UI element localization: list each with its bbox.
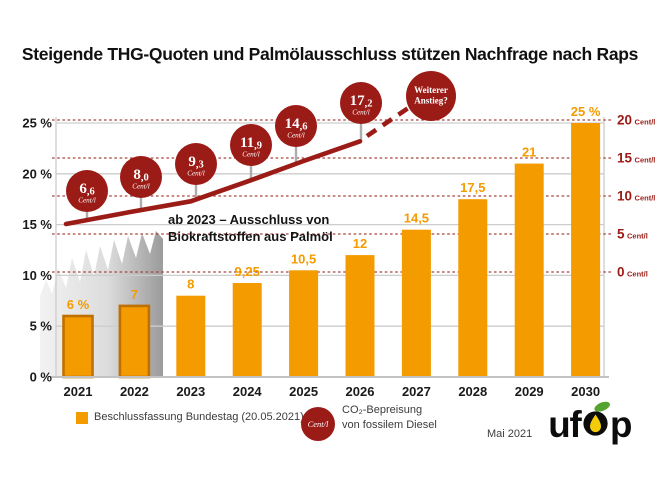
ufop-logo-graphic: uf p: [548, 401, 632, 445]
price-badge-value: 17,2: [350, 93, 373, 110]
price-badge-value: 6,6: [79, 181, 94, 198]
bar-2028: [458, 199, 488, 377]
left-axis-tick: 25 %: [22, 116, 52, 131]
leaf-icon: [594, 401, 610, 412]
price-badge-2023: [175, 143, 217, 185]
legend-line-label-line1: CO₂-Bepreisung: [342, 404, 423, 416]
annotation-line2: Biokraftstoffen aus Palmöl: [168, 228, 333, 244]
bar-2022: [118, 304, 151, 379]
logo-text-p: p: [610, 404, 631, 445]
year-label-2030: 2030: [571, 384, 600, 399]
bar-2024: [232, 283, 262, 377]
bar-2030: [571, 123, 601, 377]
price-badge-value: 14,6: [285, 116, 308, 133]
logo-text-uf: uf: [549, 404, 582, 445]
co2-price-line: [63, 139, 363, 227]
right-axis-tick: 5 Cent/l: [617, 227, 648, 242]
price-badge-unit: Cent/l: [352, 109, 370, 117]
bar-value-label-2023: 8: [187, 277, 194, 292]
projection-badge: [406, 71, 456, 121]
projection-badge-text: Weiterer: [414, 85, 448, 95]
bar-2021: [62, 314, 94, 379]
year-label-2024: 2024: [233, 384, 263, 399]
price-badge-value: 9,3: [188, 154, 203, 171]
bar-2023: [176, 295, 206, 377]
palm-exclusion-annotation: ab 2023 – Ausschluss von Biokraftstoffen…: [168, 212, 333, 245]
price-badge-unit: Cent/l: [287, 132, 305, 140]
projection-badge-text: Anstieg?: [414, 96, 448, 106]
right-axis-tick: 15 Cent/l: [617, 151, 655, 166]
price-badge-unit: Cent/l: [132, 183, 150, 191]
year-label-2026: 2026: [346, 384, 375, 399]
ufop-logo: uf p: [548, 399, 635, 453]
right-axis-tick: 0 Cent/l: [617, 265, 648, 280]
right-axis-tick: 10 Cent/l: [617, 189, 655, 204]
bar-value-label-2024: 9,25: [235, 264, 260, 279]
bar-2026: [345, 255, 375, 377]
chart-title: Steigende THG-Quoten und Palmölausschlus…: [21, 44, 639, 64]
bar-2025: [289, 270, 319, 377]
price-badge-2021: [66, 170, 108, 212]
year-label-2025: 2025: [289, 384, 318, 399]
bar-value-label-2028: 17,5: [460, 180, 485, 195]
legend-line-badge-icon: Cent/l: [301, 407, 335, 441]
co2-price-projection-line: [365, 105, 411, 138]
year-label-2029: 2029: [515, 384, 544, 399]
bar-value-label-2025: 10,5: [291, 251, 316, 266]
left-axis-tick: 20 %: [22, 166, 52, 181]
left-axis-tick: 5 %: [30, 319, 53, 334]
price-badge-value: 11,9: [240, 135, 262, 152]
bar-value-label-2021: 6 %: [67, 297, 90, 312]
bar-2027: [401, 229, 431, 377]
bar-value-label-2022: 7: [131, 287, 138, 302]
year-label-2027: 2027: [402, 384, 431, 399]
oil-drop-icon: [590, 414, 601, 433]
date-label: Mai 2021: [487, 428, 533, 440]
left-axis-tick: 0 %: [30, 370, 53, 385]
price-badge-unit: Cent/l: [78, 197, 96, 205]
price-badge-2024: [230, 124, 272, 166]
bar-value-label-2026: 12: [353, 236, 367, 251]
legend-line-label-line2: von fossilem Diesel: [342, 419, 437, 431]
legend-line-label: CO₂-Bepreisung von fossilem Diesel: [342, 403, 437, 433]
bar-value-label-2029: 21: [522, 145, 536, 160]
price-badge-2025: [275, 105, 317, 147]
bar-2029: [514, 163, 544, 377]
price-badge-unit: Cent/l: [242, 151, 260, 159]
left-axis-tick: 15 %: [22, 217, 52, 232]
bar-value-label-2030: 25 %: [571, 104, 601, 119]
legend-bar-label: Beschlussfassung Bundestag (20.05.2021): [94, 411, 304, 423]
legend-bar-swatch: [76, 412, 88, 424]
year-label-2028: 2028: [458, 384, 487, 399]
year-label-2022: 2022: [120, 384, 149, 399]
annotation-line1: ab 2023 – Ausschluss von: [168, 212, 330, 227]
price-badge-2026: [340, 82, 382, 124]
year-label-2021: 2021: [64, 384, 93, 399]
left-axis-tick: 10 %: [22, 268, 52, 283]
bar-value-label-2027: 14,5: [404, 211, 429, 226]
price-badge-2022: [120, 156, 162, 198]
price-badge-unit: Cent/l: [187, 170, 205, 178]
legend-line-badge-text: Cent/l: [307, 419, 329, 429]
price-badge-value: 8,0: [133, 167, 148, 184]
right-axis-tick: 20 Cent/l: [617, 113, 655, 128]
year-label-2023: 2023: [176, 384, 205, 399]
